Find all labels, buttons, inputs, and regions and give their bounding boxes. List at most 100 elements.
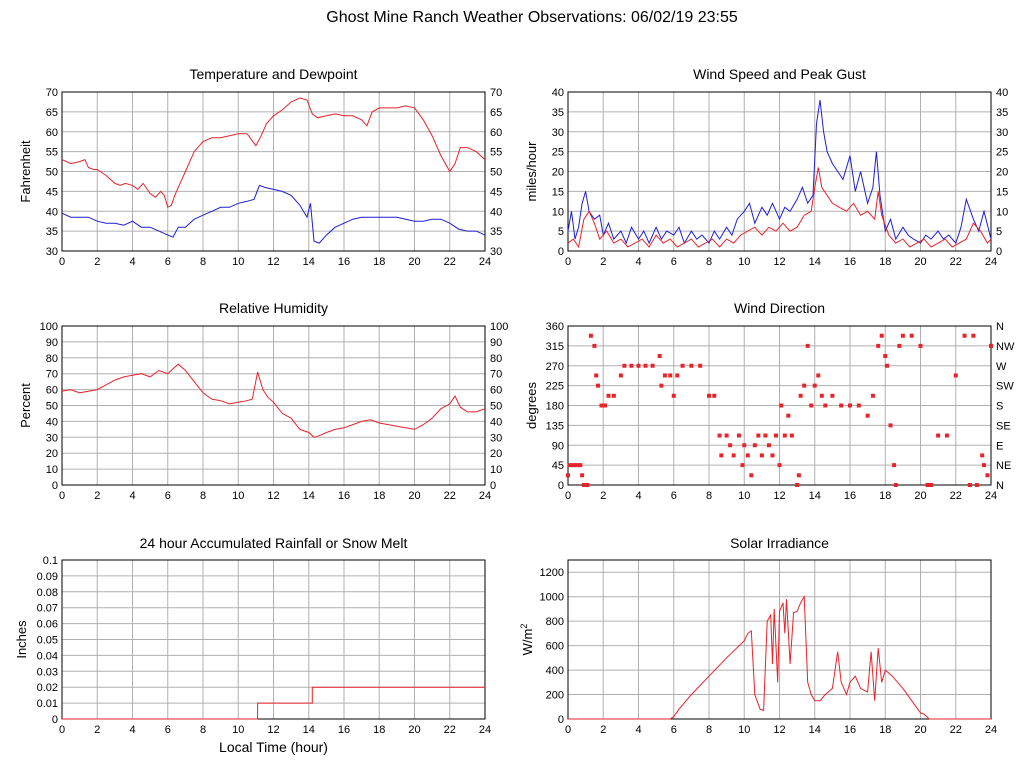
data-point <box>650 363 655 368</box>
x-tick-label: 18 <box>879 256 891 268</box>
data-point <box>759 453 764 458</box>
y-axis-label-base: W/m <box>520 629 535 656</box>
x-tick-label: 2 <box>600 256 606 268</box>
right-tick-label: N <box>996 321 1004 333</box>
x-tick-label: 0 <box>59 256 65 268</box>
data-point <box>885 363 890 368</box>
right-tick-label: 50 <box>490 401 502 413</box>
x-tick-label: 10 <box>738 724 750 736</box>
y-tick-label: 5 <box>558 226 564 238</box>
series-line-blue <box>61 184 486 244</box>
y-tick-label: 0.06 <box>37 619 58 631</box>
x-tick-label: 14 <box>809 256 821 268</box>
x-tick-label: 14 <box>303 256 315 268</box>
x-tick-label: 0 <box>565 724 571 736</box>
x-tick-label: 16 <box>338 724 350 736</box>
x-tick-label: 8 <box>706 724 712 736</box>
y-tick-label: 80 <box>46 353 58 365</box>
data-point <box>566 473 570 478</box>
data-point <box>763 433 768 438</box>
data-point <box>925 483 930 487</box>
x-tick-label: 6 <box>671 256 677 268</box>
x-tick-label: 20 <box>914 490 926 502</box>
data-point <box>816 373 821 378</box>
right-tick-label: 90 <box>490 337 502 349</box>
y-tick-label: 0.08 <box>37 587 58 599</box>
x-tick-label: 22 <box>444 724 456 736</box>
y-tick-label: 800 <box>546 616 564 628</box>
y-tick-label: 55 <box>46 147 58 159</box>
x-tick-label: 0 <box>59 490 65 502</box>
data-point <box>724 433 729 438</box>
x-tick-label: 20 <box>914 724 926 736</box>
x-tick-label: 6 <box>165 490 171 502</box>
y-tick-label: 225 <box>546 381 564 393</box>
data-point <box>770 453 775 458</box>
x-tick-label: 10 <box>738 256 750 268</box>
data-point <box>897 343 902 348</box>
data-point <box>879 333 884 338</box>
data-point <box>736 433 741 438</box>
chart-title: Temperature and Dewpoint <box>189 66 357 82</box>
right-tick-label: 55 <box>490 147 502 159</box>
y-tick-label: 270 <box>546 361 564 373</box>
y-tick-label: 1000 <box>540 592 564 604</box>
y-tick-label: 0.04 <box>37 650 58 662</box>
x-tick-label: 4 <box>635 490 641 502</box>
y-tick-label: 315 <box>546 341 564 353</box>
y-tick-label: 70 <box>46 87 58 99</box>
data-point <box>782 433 787 438</box>
data-point <box>742 443 747 448</box>
x-tick-label: 20 <box>408 490 420 502</box>
data-point <box>953 373 958 378</box>
y-tick-label: 30 <box>552 127 564 139</box>
data-point <box>870 393 875 398</box>
plot-frame <box>61 91 486 252</box>
y-tick-label: 0 <box>52 714 58 726</box>
series-line-red <box>567 167 992 249</box>
x-tick-label: 6 <box>671 490 677 502</box>
right-tick-label: 30 <box>490 432 502 444</box>
x-tick-label: 24 <box>985 490 997 502</box>
y-axis-label: degrees <box>524 382 539 429</box>
x-tick-label: 20 <box>408 724 420 736</box>
page-title: Ghost Mine Ranch Weather Observations: 0… <box>326 9 738 26</box>
right-tick-label: NW <box>996 341 1015 353</box>
data-point <box>839 403 844 408</box>
right-tick-label: 45 <box>490 186 502 198</box>
y-tick-label: 40 <box>552 87 564 99</box>
x-tick-label: 8 <box>200 724 206 736</box>
data-point <box>740 463 745 468</box>
right-tick-label: S <box>996 401 1003 413</box>
y-tick-label: 30 <box>46 246 58 258</box>
x-tick-label: 24 <box>479 724 491 736</box>
x-tick-label: 2 <box>94 490 100 502</box>
series-line-red <box>61 97 486 209</box>
y-tick-label: 25 <box>552 147 564 159</box>
right-tick-label: 70 <box>490 369 502 381</box>
data-point <box>622 363 627 368</box>
right-tick-label: 30 <box>996 127 1008 139</box>
right-tick-label: 35 <box>996 107 1008 119</box>
data-point <box>643 363 648 368</box>
data-point <box>773 433 778 438</box>
data-point <box>892 463 897 468</box>
x-tick-label: 22 <box>444 490 456 502</box>
data-point <box>571 463 576 468</box>
data-point <box>745 453 750 458</box>
x-tick-label: 22 <box>950 256 962 268</box>
plot-frame <box>567 325 992 486</box>
right-tick-label: E <box>996 440 1003 452</box>
x-tick-label: 24 <box>479 490 491 502</box>
y-tick-label: 100 <box>40 321 58 333</box>
x-tick-label: 14 <box>809 724 821 736</box>
x-tick-label: 14 <box>303 490 315 502</box>
y-tick-label: 0.01 <box>37 698 58 710</box>
x-tick-label: 24 <box>985 256 997 268</box>
x-tick-label: 8 <box>706 490 712 502</box>
data-point <box>611 393 616 398</box>
data-point <box>606 393 611 398</box>
x-tick-label: 10 <box>738 490 750 502</box>
data-point <box>629 363 634 368</box>
